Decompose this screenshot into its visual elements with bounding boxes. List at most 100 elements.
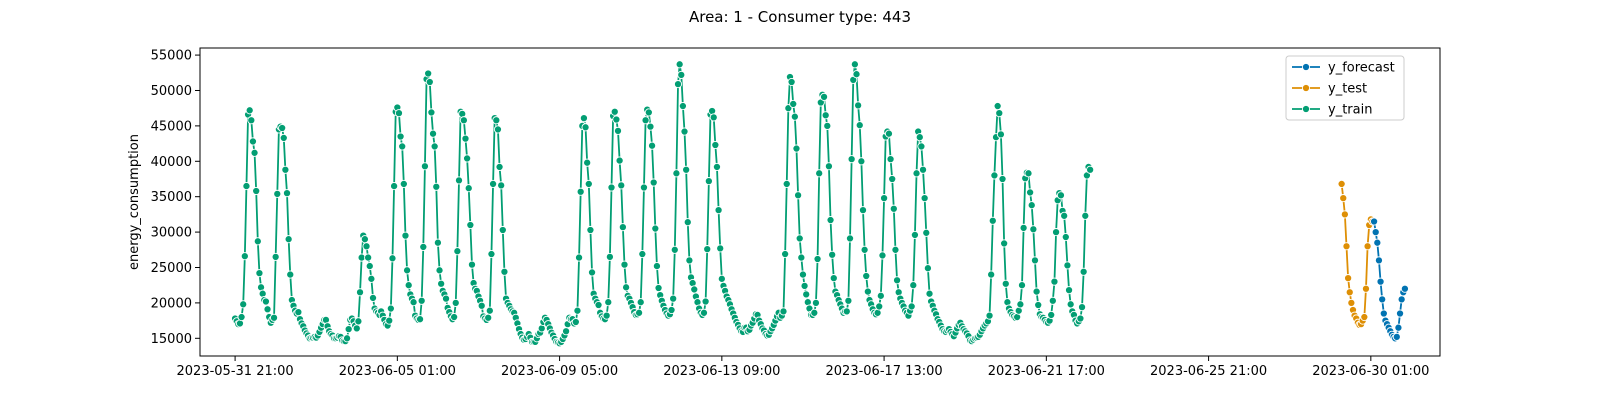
data-point [682,165,691,174]
x-tick-label: 2023-05-31 21:00 [177,364,294,379]
data-point [875,302,884,311]
data-point [354,317,363,326]
data-point [1378,295,1387,304]
data-point [993,102,1002,111]
data-point [610,107,619,116]
data-point [403,266,412,275]
data-point [286,270,295,279]
y-tick-label: 20000 [151,296,192,311]
y-tick-label: 30000 [151,226,192,241]
y-tick-label: 55000 [151,49,192,64]
data-point [670,245,679,254]
data-point [990,171,999,180]
data-point [789,99,798,108]
y-axis: 15000 20000 25000 30000 35000 40000 45000 50000… [151,49,200,347]
data-point [396,132,405,141]
data-point [587,268,597,277]
data-point [915,133,924,142]
data-point [792,144,801,153]
data-point [613,126,623,135]
data-point [918,165,928,174]
data-point [635,308,644,317]
data-point [810,308,819,317]
data-point [648,141,657,150]
data-point [615,156,624,165]
data-point [394,109,404,118]
data-point [712,162,722,171]
data-point [250,148,259,157]
data-point [576,187,585,196]
data-point [612,115,621,124]
data-point [1392,332,1401,341]
data-point [269,313,279,322]
legend-item: y_train [1292,103,1372,118]
data-point [466,220,475,230]
data-point [652,262,661,271]
data-point [790,112,799,121]
data-point [430,142,439,151]
data-point [1019,223,1028,232]
data-point [1066,300,1075,309]
data-point [562,327,571,336]
data-point [998,174,1007,184]
x-tick-label: 2023-06-30 01:00 [1312,364,1429,379]
data-point [604,298,613,307]
data-point [284,235,293,244]
data-point [781,249,790,259]
data-point [917,142,926,151]
data-point [641,116,650,125]
data-point [884,129,894,138]
data-point [607,183,616,192]
data-point [401,231,410,240]
data-point [922,228,931,237]
y-tick-label: 50000 [151,84,192,99]
data-point [826,216,835,225]
data-point [828,250,837,259]
data-point [829,274,838,283]
data-point [485,306,494,315]
data-point [240,252,249,261]
legend-box [1285,55,1405,121]
data-point [811,298,820,307]
data-point [419,242,428,252]
data-point [583,158,592,167]
data-point [362,242,371,251]
data-point [273,189,282,198]
data-point [1047,310,1056,319]
data-point [1373,238,1382,247]
data-point [492,116,501,125]
data-point [385,316,394,325]
data-point [489,179,498,188]
y-tick-label: 45000 [151,119,192,134]
data-point [1065,286,1074,295]
data-point [880,194,889,203]
data-point [636,298,645,307]
data-point [842,307,851,316]
data-point [1077,303,1087,312]
data-point [237,313,246,322]
data-point [996,130,1005,139]
data-point [461,134,470,143]
data-point [618,223,627,232]
data-point [605,252,614,261]
data-point [620,260,629,269]
y-tick-label: 40000 [151,155,192,170]
data-point [342,334,352,343]
data-point [493,125,502,134]
data-point [678,102,687,111]
series-y-train [231,60,1095,348]
data-point [1079,267,1088,276]
data-point [487,249,496,259]
data-point [467,260,477,269]
data-point [360,235,369,244]
data-point [252,186,261,196]
series-y-test [1337,179,1377,329]
data-point [1347,298,1356,307]
data-point [437,279,446,288]
data-point [675,60,684,69]
data-point [1360,313,1369,322]
data-point [441,294,451,303]
data-point [673,80,683,89]
data-point [651,224,660,233]
